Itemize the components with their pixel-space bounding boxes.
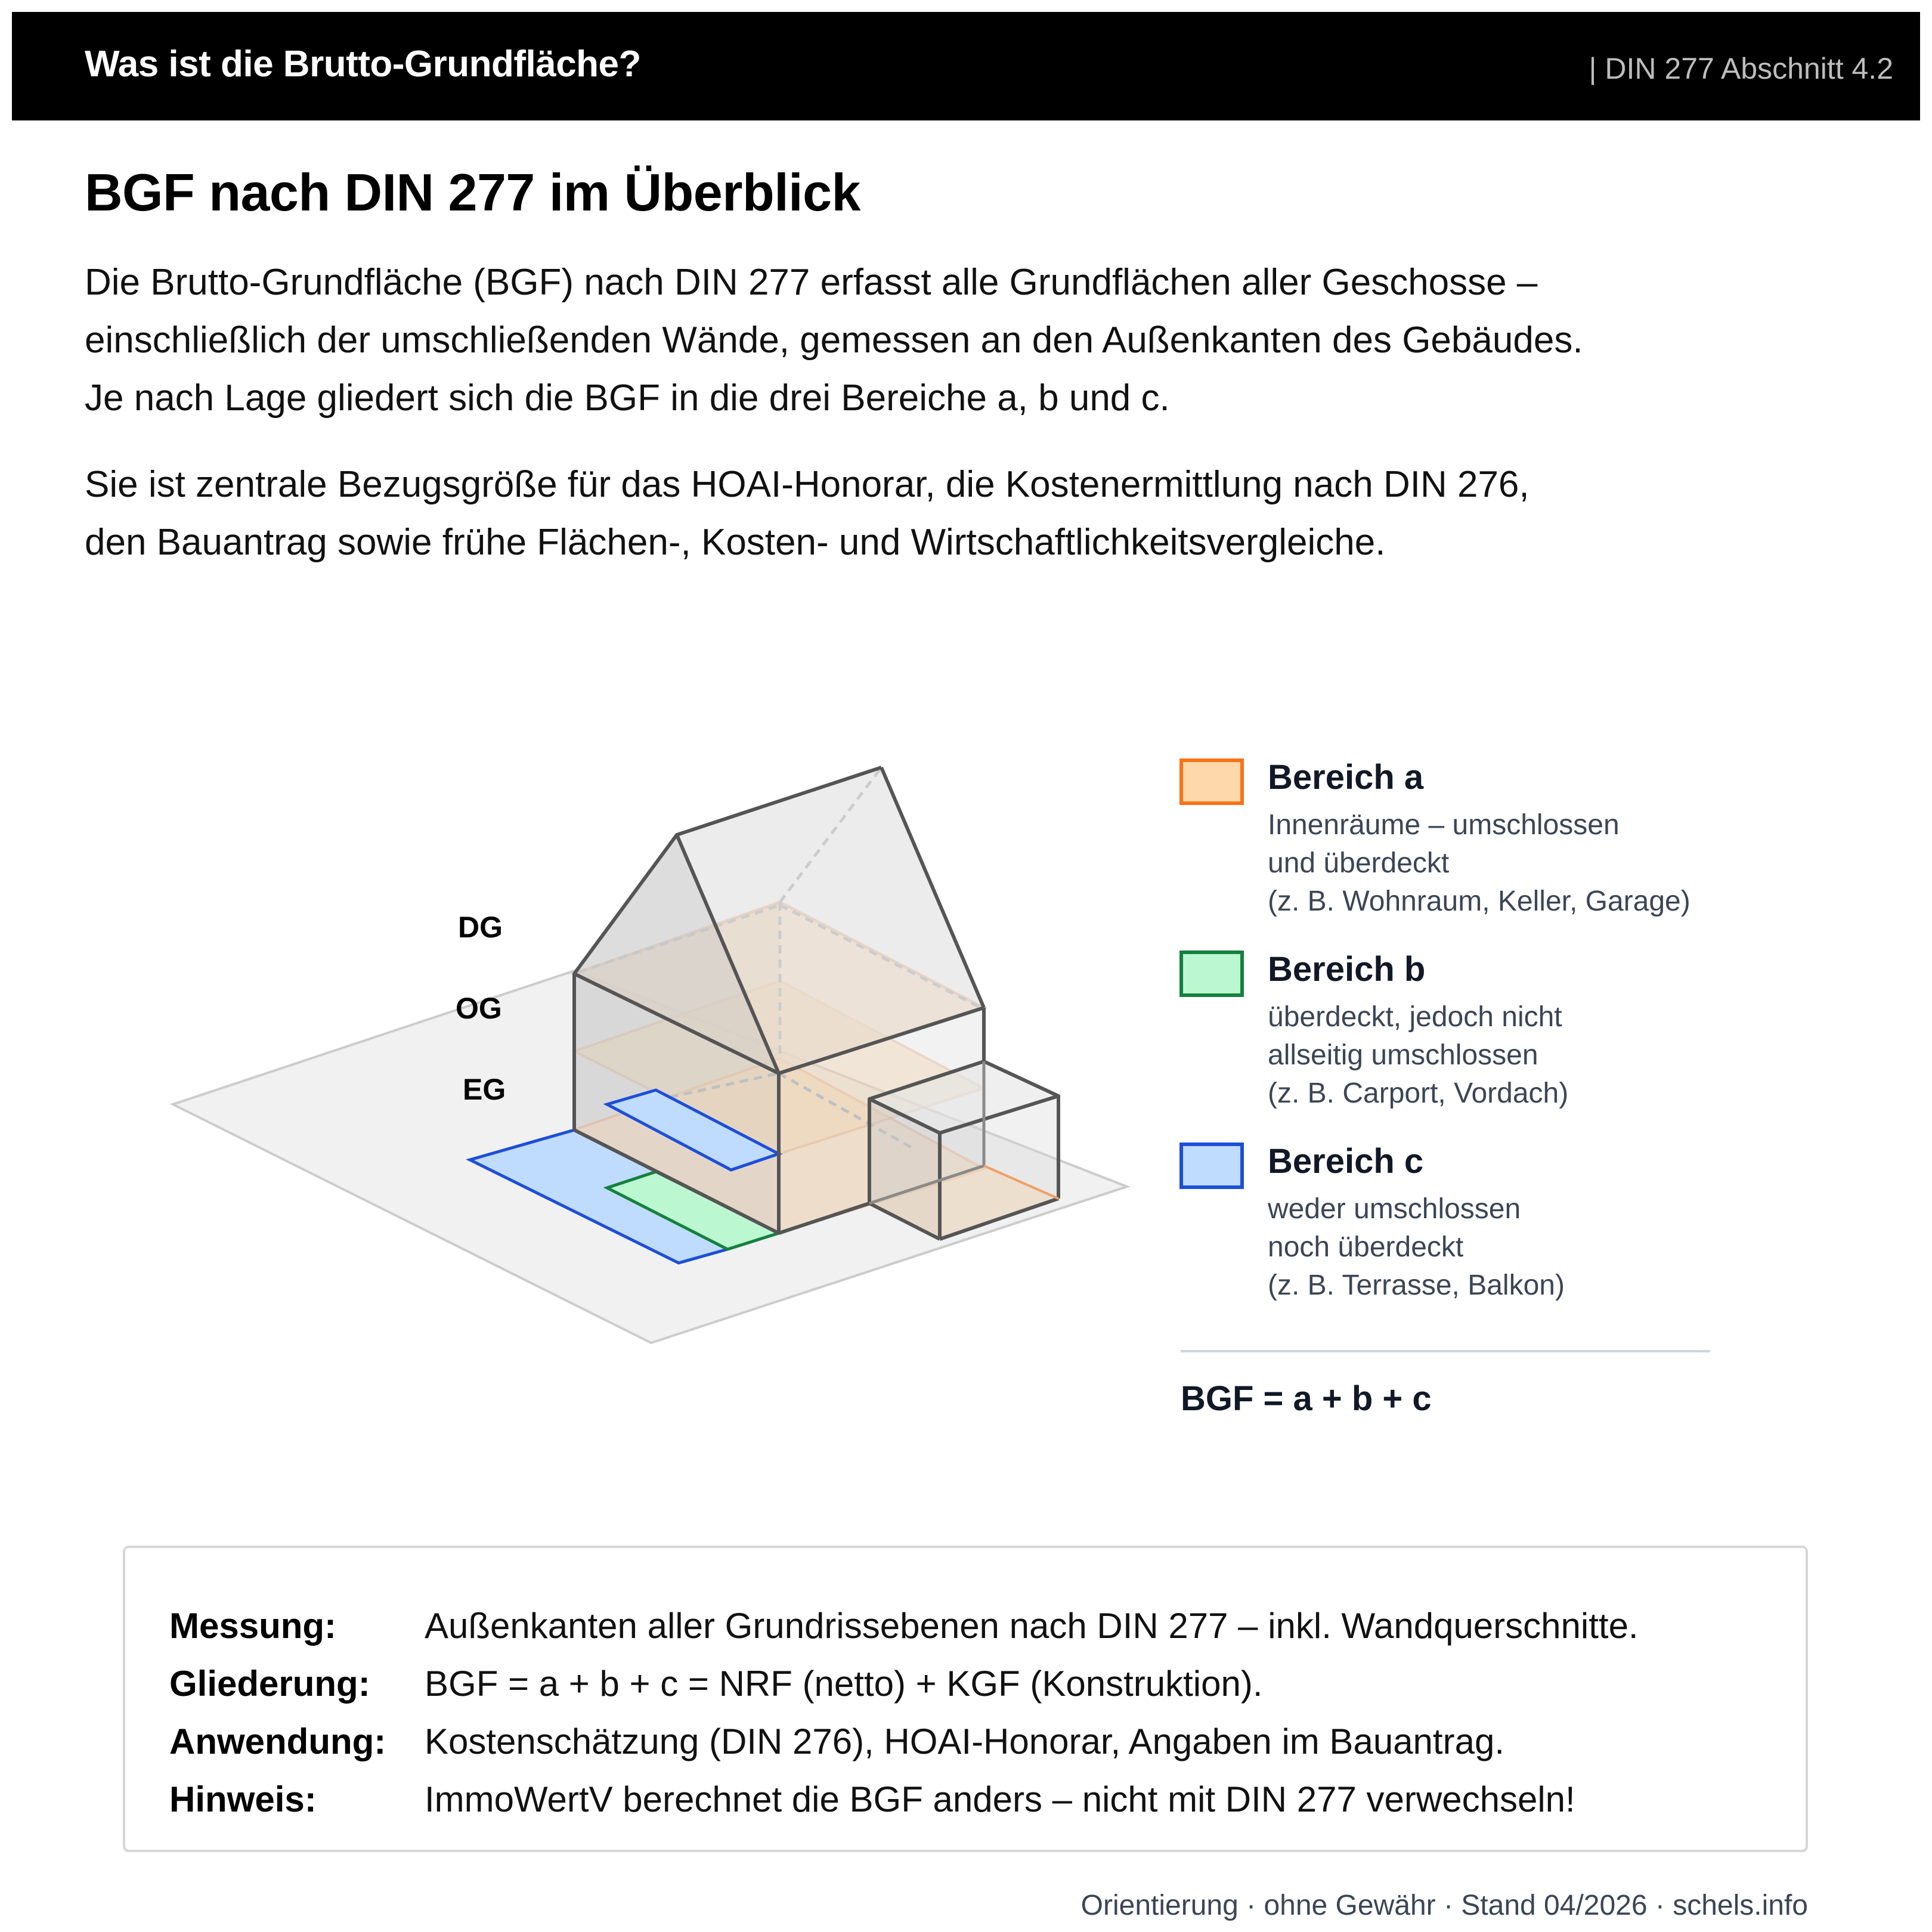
legend-item-description: Innenräume – umschlossen und überdeckt (… — [1268, 806, 1690, 921]
summary-key: Hinweis: — [169, 1779, 317, 1819]
garage-outline — [868, 1060, 1060, 1241]
summary-box: Messung: Außenkanten aller Grundrisseben… — [123, 1546, 1808, 1852]
description-line: überdeckt, jedoch nicht — [1268, 1001, 1562, 1033]
summary-value: Kostenschätzung (DIN 276), HOAI-Honorar,… — [425, 1722, 1504, 1761]
garage-left-face — [869, 1099, 940, 1239]
usage-line: den Bauantrag sowie frühe Flächen-, Kost… — [85, 522, 1386, 563]
legend-item-description: weder umschlossen noch überdeckt (z. B. … — [1268, 1190, 1565, 1305]
garage-floor — [869, 1166, 1058, 1239]
legend-item-name: Bereich b — [1268, 950, 1426, 989]
intro-line: Je nach Lage gliedert sich die BGF in di… — [85, 377, 1170, 419]
description-line: und überdeckt — [1268, 847, 1450, 879]
intro-line: Die Brutto-Grundfläche (BGF) nach DIN 27… — [85, 262, 1538, 303]
area-c-swatch-icon — [1179, 1143, 1244, 1189]
legend-item-name: Bereich c — [1268, 1142, 1424, 1181]
legend: Bereich a Innenräume – umschlossen und ü… — [1179, 757, 1716, 1333]
description-line: Innenräume – umschlossen — [1268, 809, 1620, 841]
house-right-wall — [779, 1008, 984, 1233]
legend-item-area-a: Bereich a Innenräume – umschlossen und ü… — [1179, 757, 1716, 949]
summary-key: Anwendung: — [169, 1722, 386, 1761]
description-line: (z. B. Wohnraum, Keller, Garage) — [1268, 886, 1690, 917]
norm-reference: | DIN 277 Abschnitt 4.2 — [1589, 52, 1894, 85]
intro-paragraph: Die Brutto-Grundfläche (BGF) nach DIN 27… — [85, 253, 1874, 427]
header-bar: Was ist die Brutto-Grundfläche? | DIN 27… — [12, 12, 1920, 120]
area-a-swatch-icon — [1179, 758, 1244, 805]
isometric-house-diagram: DG OG EG — [0, 704, 1169, 1395]
garage-top-face — [869, 1061, 1058, 1133]
section-title: BGF nach DIN 277 im Überblick — [85, 163, 861, 222]
legend-item-name: Bereich a — [1268, 758, 1424, 797]
description-line: (z. B. Carport, Vordach) — [1268, 1078, 1569, 1109]
intro-line: einschließlich der umschließenden Wände,… — [85, 320, 1583, 361]
roof-right-face — [677, 767, 984, 1073]
description-line: (z. B. Terrasse, Balkon) — [1268, 1270, 1565, 1301]
garage-hidden-edges — [869, 1061, 986, 1205]
description-line: allseitig umschlossen — [1268, 1039, 1538, 1071]
usage-paragraph: Sie ist zentrale Bezugsgröße für das HOA… — [85, 456, 1874, 571]
area-b-swatch-icon — [1179, 950, 1244, 997]
roof-left-gable — [574, 835, 779, 1073]
summary-value: Außenkanten aller Grundrissebenen nach D… — [425, 1606, 1639, 1646]
description-line: noch überdeckt — [1268, 1231, 1464, 1263]
summary-value: BGF = a + b + c = NRF (netto) + KGF (Kon… — [425, 1664, 1263, 1704]
floor-label-eg: EG — [463, 1073, 506, 1106]
legend-divider — [1181, 1350, 1710, 1352]
summary-value: ImmoWertV berechnet die BGF anders – nic… — [425, 1779, 1575, 1819]
legend-item-description: überdeckt, jedoch nicht allseitig umschl… — [1268, 998, 1568, 1113]
footer-note: Orientierung · ohne Gewähr · Stand 04/20… — [1080, 1890, 1808, 1921]
legend-item-area-c: Bereich c weder umschlossen noch überdec… — [1179, 1141, 1716, 1333]
page-title: Was ist die Brutto-Grundfläche? — [85, 44, 641, 85]
house-outline — [572, 766, 986, 1235]
bgf-formula: BGF = a + b + c — [1181, 1379, 1432, 1418]
description-line: weder umschlossen — [1268, 1193, 1521, 1225]
garage-floor-edge — [983, 1165, 1059, 1200]
summary-key: Messung: — [169, 1606, 337, 1646]
garage-right-face — [940, 1096, 1058, 1239]
usage-line: Sie ist zentrale Bezugsgröße für das HOA… — [85, 464, 1530, 505]
summary-key: Gliederung: — [169, 1664, 370, 1704]
house-illustration — [169, 766, 1131, 1345]
floor-label-og: OG — [456, 992, 502, 1025]
legend-item-area-b: Bereich b überdeckt, jedoch nicht allsei… — [1179, 949, 1716, 1141]
floor-label-dg: DG — [458, 911, 503, 944]
